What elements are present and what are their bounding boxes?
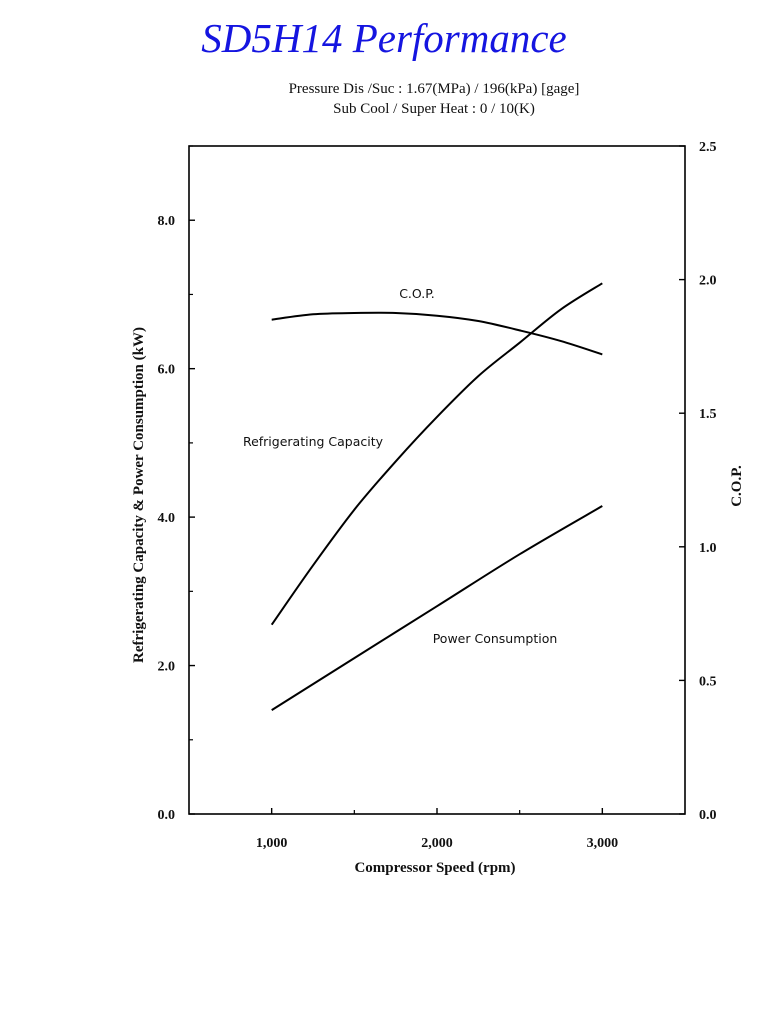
y2-axis-tick-label: 2.0 xyxy=(699,274,717,289)
power-consumption-line xyxy=(271,505,603,711)
y2-axis-tick-label: 1.0 xyxy=(699,541,717,556)
y2-axis-tick-label: 0.0 xyxy=(699,808,717,823)
y2-axis-tick-label: 1.5 xyxy=(699,407,717,422)
x-axis-title: Compressor Speed (rpm) xyxy=(354,860,515,876)
y2-axis-tick-label: 2.5 xyxy=(699,140,717,155)
y-axis-tick-label: 4.0 xyxy=(158,511,176,526)
chart-subtitle-temperature: Sub Cool / Super Heat : 0 / 10(K) xyxy=(333,101,535,117)
plot-frame xyxy=(188,145,686,815)
refrigerating-capacity-label: Refrigerating Capacity xyxy=(243,434,384,449)
x-axis-tick-label: 3,000 xyxy=(587,836,619,851)
x-axis-tick-label: 1,000 xyxy=(256,836,288,851)
y-axis-tick-label: 8.0 xyxy=(158,214,176,229)
y2-axis-title: C.O.P. xyxy=(729,465,745,507)
cop-label: C.O.P. xyxy=(399,286,435,301)
y2-axis-tick-label: 0.5 xyxy=(699,674,717,689)
power-consumption-label: Power Consumption xyxy=(433,631,558,646)
chart-subtitle-pressure: Pressure Dis /Suc : 1.67(MPa) / 196(kPa)… xyxy=(288,81,580,97)
y-axis-title: Refrigerating Capacity & Power Consumpti… xyxy=(131,327,147,663)
cop-line xyxy=(271,311,603,356)
refrigerating-capacity-line xyxy=(270,282,603,626)
chart-title: SD5H14 Performance xyxy=(201,15,567,61)
y-axis-tick-label: 2.0 xyxy=(158,660,176,675)
y-axis-tick-label: 6.0 xyxy=(158,363,176,378)
y-axis-tick-label: 0.0 xyxy=(158,808,176,823)
x-axis-tick-label: 2,000 xyxy=(421,836,453,851)
